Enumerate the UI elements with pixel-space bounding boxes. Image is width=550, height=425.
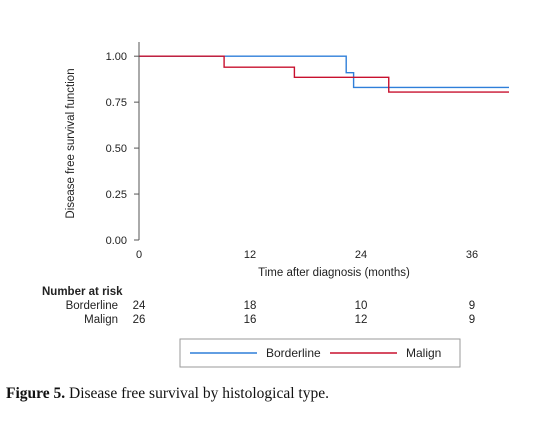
x-tick-label: 12 [244, 249, 256, 261]
risk-value: 10 [355, 300, 368, 312]
risk-table-title: Number at risk [42, 286, 123, 298]
y-tick-label: 0.25 [106, 189, 127, 201]
km-survival-chart: 0.00 0.25 0.50 0.75 1.00 0 12 24 36 Disease fre… [42, 42, 509, 368]
x-axis-title: Time after diagnosis (months) [258, 267, 410, 279]
risk-row-label: Borderline [66, 300, 118, 312]
x-tick-label: 36 [466, 249, 478, 261]
series-line-borderline [139, 55, 509, 89]
legend: Borderline Malign [179, 338, 461, 368]
y-tick-label: 0.50 [106, 143, 127, 155]
risk-value: 9 [469, 300, 475, 312]
y-axis-title: Disease free survival function [65, 68, 77, 218]
y-tick-label: 1.00 [106, 51, 127, 63]
legend-label: Borderline [266, 346, 321, 360]
risk-value: 16 [244, 314, 257, 326]
series-line-malign [139, 55, 509, 93]
risk-value: 24 [133, 300, 146, 312]
caption-text: Disease free survival by histological ty… [65, 385, 329, 402]
y-tick-label: 0.75 [106, 97, 127, 109]
plot-area [139, 55, 509, 93]
risk-value: 26 [133, 314, 146, 326]
y-axis: 0.00 0.25 0.50 0.75 1.00 [106, 42, 140, 247]
risk-value: 18 [244, 300, 257, 312]
risk-value: 9 [469, 314, 475, 326]
y-tick-label: 0.00 [106, 235, 127, 247]
number-at-risk-table: Number at risk Borderline 24 18 10 9 Malign 26… [42, 286, 475, 326]
legend-label: Malign [406, 346, 441, 360]
risk-row-label: Malign [84, 314, 118, 326]
figure-caption: Figure 5. Disease free survival by histo… [6, 385, 329, 403]
x-tick-label: 24 [355, 249, 367, 261]
risk-value: 12 [355, 314, 368, 326]
x-axis: 0 12 24 36 [136, 249, 478, 261]
x-tick-label: 0 [136, 249, 142, 261]
caption-prefix: Figure 5. [6, 385, 66, 402]
